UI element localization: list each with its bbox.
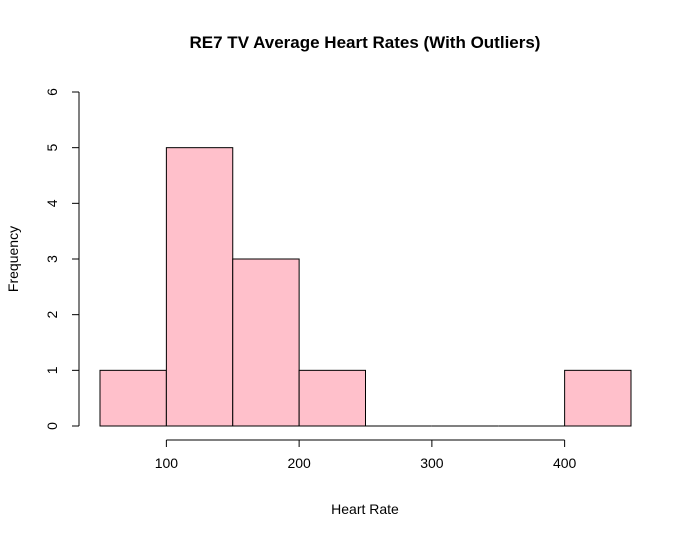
y-tick-label-4: 4 <box>44 199 60 207</box>
y-axis: 0 1 2 3 4 5 6 <box>44 88 80 430</box>
histogram-bar-200-250 <box>298 369 366 427</box>
x-tick-label-200: 200 <box>287 455 311 471</box>
histogram-bar-100-150 <box>165 147 234 427</box>
histogram-bar-150-200 <box>232 258 300 427</box>
x-tick-label-300: 300 <box>420 455 444 471</box>
bars-group <box>99 147 632 427</box>
chart-title: RE7 TV Average Heart Rates (With Outlier… <box>190 33 541 52</box>
y-tick-label-6: 6 <box>44 88 60 96</box>
x-tick-label-400: 400 <box>553 455 577 471</box>
histogram-bar-400-450 <box>564 369 632 427</box>
x-axis-label: Heart Rate <box>331 501 399 517</box>
y-tick-label-3: 3 <box>44 255 60 263</box>
x-tick-label-100: 100 <box>155 455 179 471</box>
y-tick-label-0: 0 <box>44 422 60 430</box>
y-tick-label-5: 5 <box>44 144 60 152</box>
y-axis-label: Frequency <box>5 226 21 292</box>
y-tick-label-2: 2 <box>44 311 60 319</box>
histogram-bar-50-100 <box>99 369 167 427</box>
x-axis: 100 200 300 400 <box>155 439 577 471</box>
y-tick-label-1: 1 <box>44 366 60 374</box>
